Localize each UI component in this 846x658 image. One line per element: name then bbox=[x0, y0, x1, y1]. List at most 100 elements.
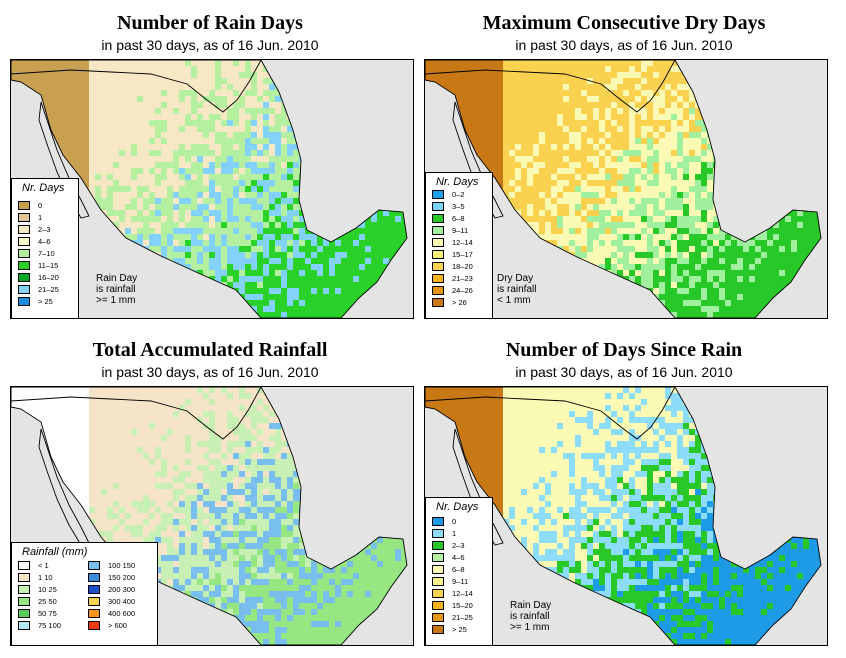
legend-label: 0 bbox=[452, 517, 457, 526]
legend-label: 400 600 bbox=[108, 609, 136, 618]
legend-label: 12–14 bbox=[452, 238, 473, 247]
baja-peninsula bbox=[38, 101, 90, 219]
legend-title: Nr. Days bbox=[22, 182, 65, 194]
legend-label: 12–14 bbox=[452, 589, 473, 598]
legend-swatch bbox=[18, 561, 30, 570]
panel-title: Number of Days Since Rain bbox=[505, 339, 743, 361]
legend-label: 50 75 bbox=[38, 609, 57, 618]
map-graphic bbox=[425, 387, 827, 645]
legend-swatch bbox=[18, 225, 30, 234]
legend-label: 1 bbox=[38, 213, 43, 222]
coastline bbox=[425, 60, 822, 318]
legend-label: > 600 bbox=[108, 621, 127, 630]
legend-swatch bbox=[18, 585, 30, 594]
map-graphic bbox=[11, 60, 413, 318]
legend-swatch bbox=[432, 529, 444, 538]
legend-label: 9–11 bbox=[452, 226, 469, 235]
legend-swatch bbox=[432, 625, 444, 634]
legend-swatch bbox=[18, 237, 30, 246]
us-border bbox=[425, 60, 676, 113]
dry-day-note: Dry Day is rainfall < 1 mm bbox=[497, 273, 536, 306]
legend-swatch bbox=[18, 597, 30, 606]
legend-label: 9–11 bbox=[452, 577, 469, 586]
map-days-since-rain[interactable]: Nr. Days 0 1 2–3 4–6 6–8 9–11 12–14 15–20 21–25 >… bbox=[424, 386, 828, 646]
legend-label: > 25 bbox=[38, 297, 53, 306]
legend-label: 15–20 bbox=[452, 601, 473, 610]
legend-swatch bbox=[432, 250, 444, 259]
panel-subtitle: in past 30 days, as of 16 Jun. 2010 bbox=[515, 37, 733, 53]
legend-label: 6–8 bbox=[452, 565, 465, 574]
legend-label: > 25 bbox=[452, 625, 467, 634]
legend-swatch bbox=[432, 517, 444, 526]
legend-label: 1 bbox=[452, 529, 457, 538]
legend-label: 2–3 bbox=[38, 225, 51, 234]
legend-title: Nr. Days bbox=[436, 176, 479, 188]
legend-swatch bbox=[18, 621, 30, 630]
legend-label: 4–6 bbox=[38, 237, 51, 246]
panel-title: Maximum Consecutive Dry Days bbox=[482, 12, 766, 34]
legend-label: 18–20 bbox=[452, 262, 473, 271]
us-border bbox=[11, 60, 262, 113]
note-line: Rain Day bbox=[510, 600, 552, 611]
legend-swatch bbox=[432, 601, 444, 610]
panel-title: Total Accumulated Rainfall bbox=[92, 339, 328, 361]
legend-label: 300 400 bbox=[108, 597, 136, 606]
legend-label: 3–5 bbox=[452, 202, 465, 211]
legend-label: 21–25 bbox=[452, 613, 473, 622]
legend-swatch bbox=[18, 609, 30, 618]
note-line: is rainfall bbox=[96, 284, 136, 295]
legend-swatch bbox=[432, 541, 444, 550]
legend-label: 10 25 bbox=[38, 585, 57, 594]
legend-label: 100 150 bbox=[108, 561, 136, 570]
legend-swatch bbox=[432, 226, 444, 235]
legend-swatch bbox=[432, 589, 444, 598]
note-line: Rain Day bbox=[96, 273, 138, 284]
legend-swatch bbox=[88, 621, 100, 630]
legend-swatch bbox=[432, 565, 444, 574]
legend-swatch bbox=[18, 573, 30, 582]
legend-label: 150 200 bbox=[108, 573, 136, 582]
legend-label: 6–8 bbox=[452, 214, 465, 223]
legend-label: 24–26 bbox=[452, 286, 473, 295]
legend-swatch bbox=[88, 597, 100, 606]
baja-peninsula bbox=[452, 101, 504, 219]
gulf-of-california bbox=[51, 130, 101, 216]
legend-swatch bbox=[432, 298, 444, 307]
map-rain-days[interactable]: Nr. Days 0 1 2–3 4–6 7–10 11–15 16–20 21–25 > 25… bbox=[10, 59, 414, 319]
us-border bbox=[11, 387, 262, 440]
panel-subtitle: in past 30 days, as of 16 Jun. 2010 bbox=[101, 364, 319, 380]
map-accumulated-rainfall[interactable]: Rainfall (mm) < 1 1 10 10 25 25 50 50 75 75 1… bbox=[10, 386, 414, 646]
legend-swatch bbox=[432, 553, 444, 562]
gulf-of-mexico bbox=[273, 60, 413, 238]
legend-label: 1 10 bbox=[38, 573, 53, 582]
legend-swatch bbox=[432, 262, 444, 271]
note-line: < 1 mm bbox=[497, 295, 531, 306]
legend-swatch bbox=[18, 213, 30, 222]
legend-swatch bbox=[18, 261, 30, 270]
note-line: Dry Day bbox=[497, 273, 534, 284]
legend-label: 200 300 bbox=[108, 585, 136, 594]
coastline bbox=[11, 387, 408, 645]
gulf-of-mexico bbox=[687, 60, 827, 238]
panel-subtitle: in past 30 days, as of 16 Jun. 2010 bbox=[101, 37, 319, 53]
rain-day-note: Rain Day is rainfall >= 1 mm bbox=[510, 600, 551, 633]
us-border bbox=[425, 387, 676, 440]
map-graphic bbox=[425, 60, 827, 318]
legend-swatch bbox=[88, 573, 100, 582]
map-dry-days[interactable]: Nr. Days 0–2 3–5 6–8 9–11 12–14 15–17 18–20 21–… bbox=[424, 59, 828, 319]
legend-label: < 1 bbox=[38, 561, 49, 570]
legend-label: 25 50 bbox=[38, 597, 57, 606]
legend-swatch bbox=[432, 190, 444, 199]
legend-swatch bbox=[18, 273, 30, 282]
legend-swatch bbox=[432, 238, 444, 247]
legend-title: Rainfall (mm) bbox=[22, 546, 88, 558]
legend-label: 21–25 bbox=[38, 285, 59, 294]
legend-swatch bbox=[432, 286, 444, 295]
legend-swatch bbox=[432, 274, 444, 283]
legend-swatch bbox=[18, 249, 30, 258]
map-graphic bbox=[11, 387, 413, 645]
legend-label: 15–17 bbox=[452, 250, 473, 259]
legend-swatch bbox=[88, 561, 100, 570]
coastline bbox=[425, 387, 822, 645]
legend-title: Nr. Days bbox=[436, 501, 479, 513]
